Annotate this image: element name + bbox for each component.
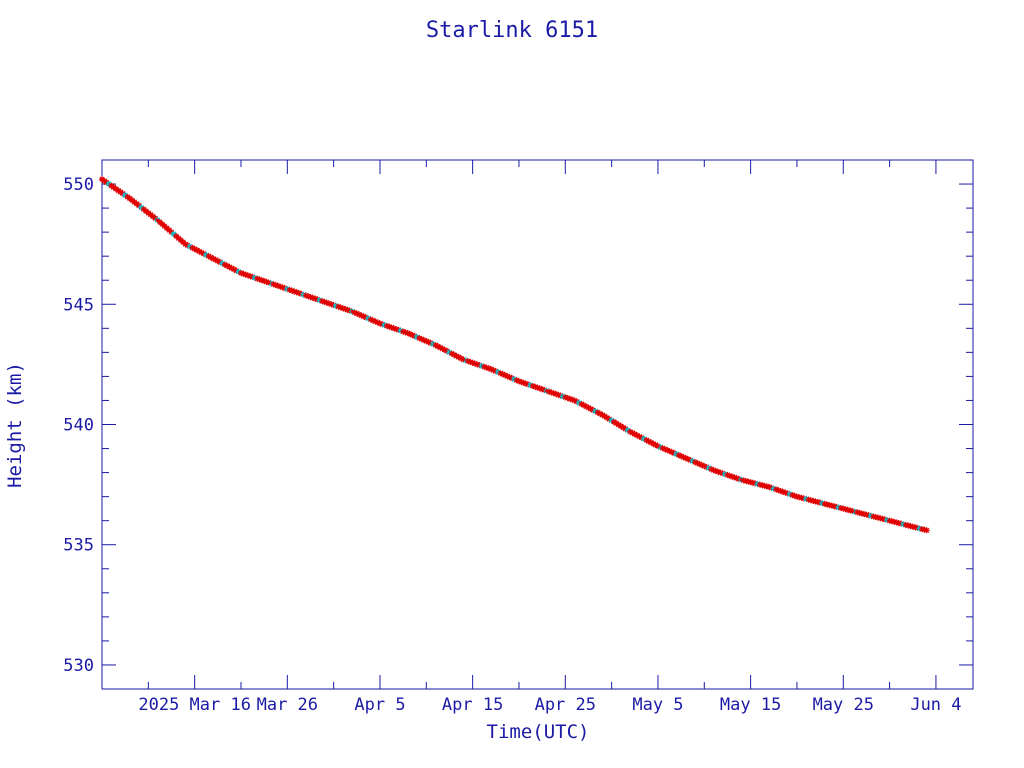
series-point — [600, 413, 604, 417]
series-point — [656, 444, 660, 448]
plot-border — [101, 159, 974, 690]
data-point — [427, 340, 434, 347]
data-point — [527, 382, 534, 389]
series-point — [183, 242, 187, 246]
series-point — [795, 495, 799, 499]
series-point — [925, 528, 929, 532]
series-point — [767, 485, 771, 489]
x-tick-label: May 25 — [813, 695, 874, 715]
data-point — [476, 362, 483, 369]
series-point — [878, 516, 882, 520]
x-tick-label: Apr 15 — [442, 695, 503, 715]
series-point — [294, 290, 299, 294]
x-tick-label: Apr 5 — [354, 695, 405, 715]
series-point — [545, 389, 549, 393]
x-tick-label: Apr 25 — [535, 695, 596, 715]
x-tick-label: 2025 Mar 16 — [138, 695, 251, 715]
series-point — [739, 478, 743, 482]
data-point — [775, 487, 782, 494]
series-point — [100, 177, 104, 181]
x-axis-label: Time(UTC) — [487, 721, 590, 743]
series-point — [322, 300, 326, 304]
series-point — [433, 343, 438, 347]
series-point — [489, 367, 493, 371]
data-point — [819, 500, 826, 507]
series-point — [628, 430, 632, 434]
series-point — [823, 502, 827, 506]
y-tick-label: 540 — [63, 416, 94, 436]
series-fit-line — [101, 178, 927, 531]
series-point — [378, 321, 382, 326]
x-tick-label: May 15 — [720, 695, 781, 715]
series-point — [211, 256, 215, 261]
series-point — [239, 271, 243, 275]
x-axis: 2025 Mar 16 Mar 26 Apr 5 Apr 15 Apr 25 May 5 M… — [101, 160, 962, 715]
series-point — [572, 398, 577, 403]
y-tick-label: 545 — [63, 295, 94, 315]
data-point — [187, 243, 194, 250]
series-point — [155, 218, 160, 222]
data-point — [504, 373, 511, 380]
series-point — [461, 357, 465, 362]
series-point — [850, 509, 855, 513]
series-point — [267, 281, 271, 285]
series-point — [711, 468, 716, 472]
y-tick-label: 535 — [63, 536, 94, 556]
data-point — [835, 504, 842, 511]
series-point — [517, 379, 521, 383]
series-layer — [99, 176, 930, 534]
series-point — [406, 331, 410, 335]
series-point — [350, 309, 354, 314]
y-tick-label: 530 — [63, 656, 94, 676]
y-axis-label: Height (km) — [4, 362, 26, 488]
plot-frame — [101, 159, 974, 690]
x-tick-label: Jun 4 — [910, 695, 961, 715]
x-tick-label: Mar 26 — [257, 695, 318, 715]
series-point — [906, 523, 910, 528]
series-point — [128, 196, 132, 201]
data-point — [402, 329, 409, 336]
y-axis: 530 535 540 545 550 — [63, 159, 973, 690]
x-tick-label: May 5 — [632, 695, 683, 715]
data-point — [423, 338, 430, 345]
chart-title: Starlink 6151 — [426, 18, 598, 43]
y-tick-label: 550 — [63, 175, 94, 195]
series-point — [684, 456, 688, 460]
